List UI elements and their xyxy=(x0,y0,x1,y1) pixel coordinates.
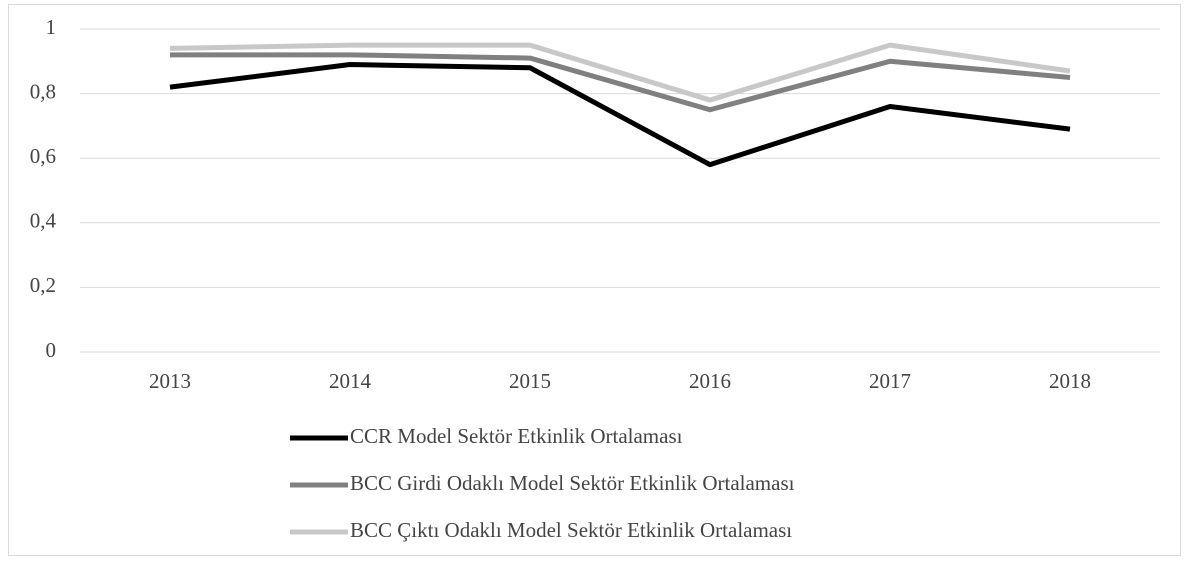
series-line xyxy=(169,62,1071,168)
legend-label: BCC Girdi Odaklı Model Sektör Etkinlik O… xyxy=(350,471,795,495)
y-tick-label: 0,4 xyxy=(30,209,57,233)
x-tick-label: 2018 xyxy=(1049,369,1091,393)
x-tick-label: 2017 xyxy=(869,369,911,393)
series-line xyxy=(170,52,1071,113)
y-tick-label: 0 xyxy=(46,338,57,362)
x-tick-label: 2016 xyxy=(689,369,731,393)
legend-label: CCR Model Sektör Etkinlik Ortalaması xyxy=(350,424,683,448)
x-tick-label: 2015 xyxy=(509,369,551,393)
y-tick-label: 1 xyxy=(46,15,57,39)
series-line xyxy=(169,42,1071,103)
x-tick-label: 2013 xyxy=(149,369,191,393)
y-tick-label: 0,8 xyxy=(30,79,56,103)
legend-label: BCC Çıktı Odaklı Model Sektör Etkinlik O… xyxy=(350,518,792,542)
y-tick-label: 0,6 xyxy=(30,144,56,168)
legend: CCR Model Sektör Etkinlik Ortalaması BCC … xyxy=(290,424,795,542)
x-tick-label: 2014 xyxy=(329,369,372,393)
y-tick-label: 0,2 xyxy=(30,273,56,297)
chart-frame xyxy=(8,4,1181,556)
